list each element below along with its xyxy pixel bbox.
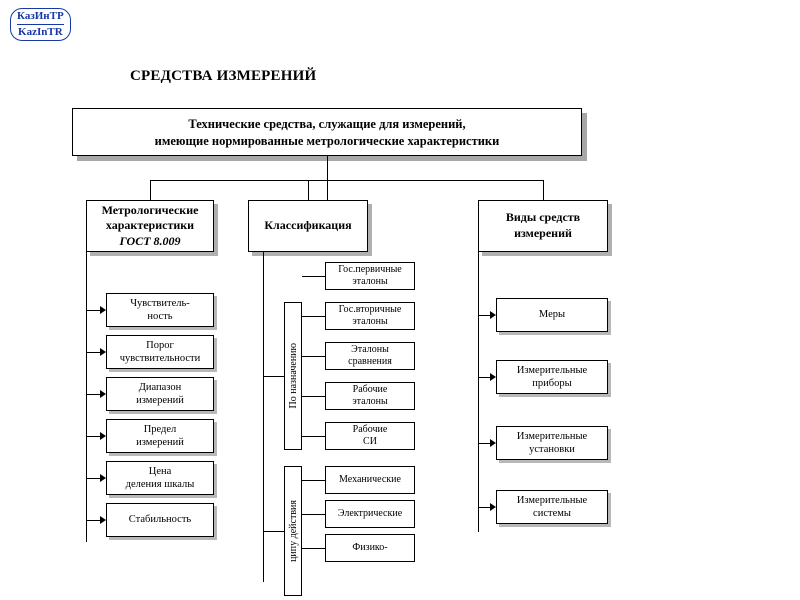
item-line: Эталоны — [327, 344, 413, 356]
logo-line2: KazInTR — [17, 26, 64, 39]
col1-item: Стабильность — [106, 503, 214, 537]
col2-spine — [263, 252, 264, 582]
col3-h-l2: измерений — [479, 226, 607, 242]
logo-badge: КазИнТР KazInTR — [10, 8, 71, 41]
item-line: ность — [109, 310, 211, 323]
type-item: Измерительныесистемы — [496, 490, 608, 524]
col2-h-label: Классификация — [249, 218, 367, 234]
item-line: Чувствитель- — [109, 297, 211, 310]
arrow-right-icon — [100, 306, 106, 314]
arrow-right-icon — [100, 390, 106, 398]
class-spine-connector — [263, 531, 284, 532]
item-line: Меры — [499, 308, 605, 321]
col3-head: Виды средств измерений — [478, 200, 608, 252]
class-item: Механические — [325, 466, 415, 494]
class-connector — [302, 396, 325, 397]
item-line: чувствительности — [109, 352, 211, 365]
page-title: СРЕДСТВА ИЗМЕРЕНИЙ — [130, 68, 316, 85]
col1-h-l2: характеристики — [87, 218, 213, 234]
col1-item: Порогчувствительности — [106, 335, 214, 369]
definition-line2: имеющие нормированные метрологические ха… — [79, 133, 575, 150]
class-connector — [302, 276, 325, 277]
item-line: деления шкалы — [109, 478, 211, 491]
item-line: Предел — [109, 423, 211, 436]
item-line: Диапазон — [109, 381, 211, 394]
item-line: Электрические — [327, 508, 413, 520]
arrow-right-icon — [490, 373, 496, 381]
item-line: Порог — [109, 339, 211, 352]
class-vert-purpose: По назначению — [284, 302, 302, 450]
item-line: системы — [499, 507, 605, 520]
col1-item: Ценаделения шкалы — [106, 461, 214, 495]
item-line: Измерительные — [499, 494, 605, 507]
class-connector — [302, 316, 325, 317]
class-item: Гос.вторичныеэталоны — [325, 302, 415, 330]
definition-line1: Технические средства, служащие для измер… — [79, 116, 575, 133]
item-line: Рабочие — [327, 384, 413, 396]
item-line: Гос.первичные — [327, 264, 413, 276]
connector-to-col1 — [150, 180, 151, 200]
item-line: Измерительные — [499, 364, 605, 377]
item-line: установки — [499, 443, 605, 456]
class-connector — [302, 548, 325, 549]
definition-box: Технические средства, служащие для измер… — [72, 108, 582, 156]
class-item: Электрические — [325, 500, 415, 528]
class-vert-principle-text: ципу действия — [288, 500, 299, 562]
type-item: Измерительныеприборы — [496, 360, 608, 394]
item-line: Рабочие — [327, 424, 413, 436]
item-line: сравнения — [327, 356, 413, 368]
class-connector — [302, 514, 325, 515]
col1-head: Метрологические характеристики ГОСТ 8.00… — [86, 200, 214, 252]
col1-h-l1: Метрологические — [87, 203, 213, 219]
col2-head: Классификация — [248, 200, 368, 252]
item-line: Физико- — [327, 542, 413, 554]
item-line: СИ — [327, 436, 413, 448]
arrow-right-icon — [100, 348, 106, 356]
item-line: эталоны — [327, 316, 413, 328]
class-item: РабочиеСИ — [325, 422, 415, 450]
connector-def-down — [327, 156, 328, 200]
class-item: Гос.первичныеэталоны — [325, 262, 415, 290]
col1-item: Пределизмерений — [106, 419, 214, 453]
item-line: эталоны — [327, 396, 413, 408]
arrow-right-icon — [100, 432, 106, 440]
col1-item: Диапазонизмерений — [106, 377, 214, 411]
arrow-right-icon — [490, 503, 496, 511]
class-vert-principle: ципу действия — [284, 466, 302, 596]
arrow-right-icon — [100, 516, 106, 524]
type-item: Меры — [496, 298, 608, 332]
class-connector — [302, 436, 325, 437]
item-line: эталоны — [327, 276, 413, 288]
arrow-right-icon — [490, 311, 496, 319]
arrow-right-icon — [100, 474, 106, 482]
class-connector — [302, 356, 325, 357]
item-line: Стабильность — [109, 513, 211, 526]
item-line: Гос.вторичные — [327, 304, 413, 316]
class-connector — [302, 480, 325, 481]
item-line: измерений — [109, 394, 211, 407]
class-item: Эталонысравнения — [325, 342, 415, 370]
item-line: Цена — [109, 465, 211, 478]
connector-to-col2 — [308, 180, 309, 200]
connector-horiz-top — [150, 180, 543, 181]
item-line: измерений — [109, 436, 211, 449]
item-line: Измерительные — [499, 430, 605, 443]
item-line: приборы — [499, 377, 605, 390]
class-item: Физико- — [325, 534, 415, 562]
item-line: Механические — [327, 474, 413, 486]
class-vert-purpose-text: По назначению — [288, 343, 299, 409]
col3-h-l1: Виды средств — [479, 210, 607, 226]
col1-spine — [86, 252, 87, 542]
type-item: Измерительныеустановки — [496, 426, 608, 460]
connector-to-col3 — [543, 180, 544, 200]
col1-h-l3: ГОСТ 8.009 — [87, 234, 213, 250]
col1-item: Чувствитель-ность — [106, 293, 214, 327]
arrow-right-icon — [490, 439, 496, 447]
class-item: Рабочиеэталоны — [325, 382, 415, 410]
logo-line1: КазИнТР — [17, 10, 64, 23]
class-spine-connector — [263, 376, 284, 377]
col3-spine — [478, 252, 479, 532]
